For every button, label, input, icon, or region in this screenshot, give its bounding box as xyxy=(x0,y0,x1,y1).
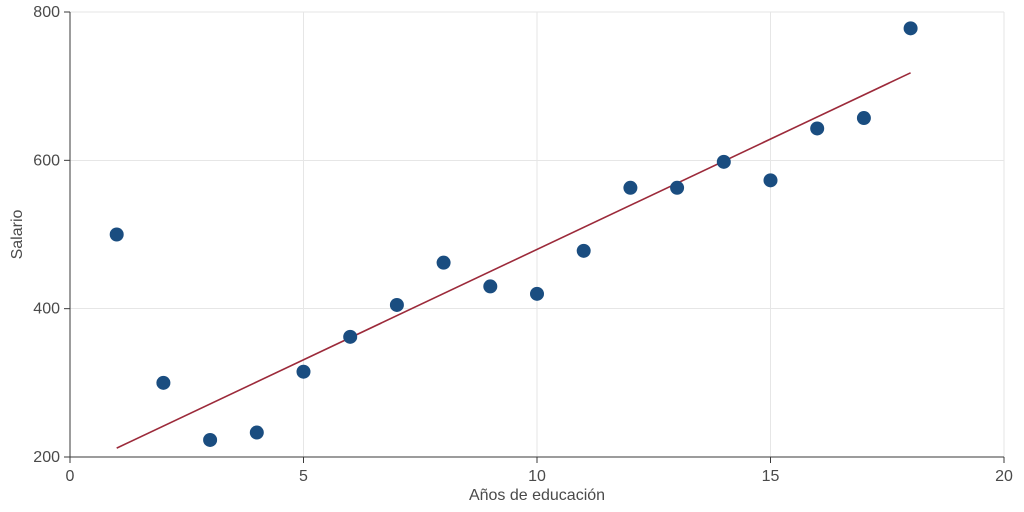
data-point xyxy=(483,279,497,293)
data-point xyxy=(110,228,124,242)
data-point xyxy=(577,244,591,258)
y-tick-label: 600 xyxy=(33,152,60,169)
y-tick-label: 400 xyxy=(33,301,60,318)
data-point xyxy=(156,376,170,390)
data-point xyxy=(203,433,217,447)
data-point xyxy=(904,21,918,35)
x-tick-label: 5 xyxy=(299,468,308,485)
data-point xyxy=(623,181,637,195)
data-point xyxy=(810,121,824,135)
data-point xyxy=(857,111,871,125)
data-point xyxy=(670,181,684,195)
data-point xyxy=(764,173,778,187)
chart-background xyxy=(0,0,1024,512)
y-axis-label: Salario xyxy=(9,210,26,260)
y-tick-label: 800 xyxy=(33,4,60,21)
data-point xyxy=(530,287,544,301)
data-point xyxy=(297,365,311,379)
data-point xyxy=(717,155,731,169)
data-point xyxy=(390,298,404,312)
data-point xyxy=(343,330,357,344)
x-tick-label: 20 xyxy=(995,468,1013,485)
scatter-chart: 0 5 10 15 20 200 400 600 800 Años de educación Sal… xyxy=(0,0,1024,512)
x-tick-label: 15 xyxy=(762,468,780,485)
data-point xyxy=(250,426,264,440)
x-tick-label: 0 xyxy=(66,468,75,485)
x-axis-label: Años de educación xyxy=(469,487,605,504)
data-point xyxy=(437,256,451,270)
y-tick-label: 200 xyxy=(33,449,60,466)
x-tick-label: 10 xyxy=(528,468,546,485)
chart-svg: 0 5 10 15 20 200 400 600 800 Años de educación Sal… xyxy=(0,0,1024,512)
